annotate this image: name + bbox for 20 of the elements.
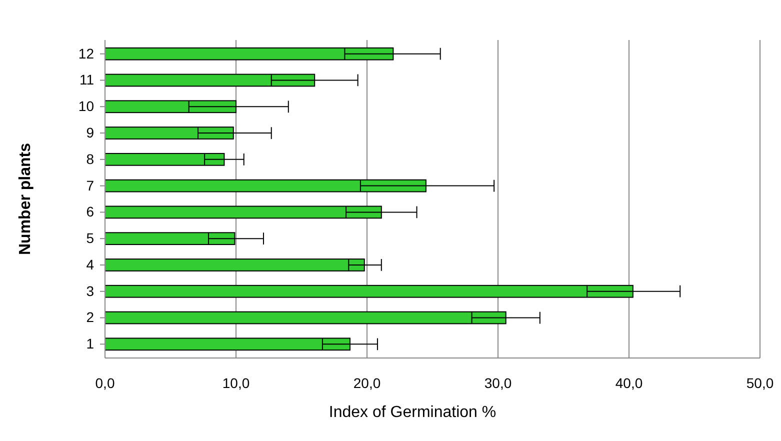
y-axis-title: Number plants	[17, 142, 34, 256]
y-tick-label: 7	[86, 177, 94, 194]
y-tick-label: 11	[79, 72, 94, 88]
x-tick-label: 50,0	[746, 374, 774, 391]
y-tick-label: 2	[86, 309, 94, 326]
x-tick-label: 20,0	[353, 374, 381, 391]
y-tick-label: 12	[78, 45, 94, 62]
x-tick-label: 10,0	[222, 374, 250, 391]
y-tick-label: 9	[86, 124, 94, 141]
y-tick-label: 10	[78, 98, 94, 114]
y-tick-label: 6	[86, 204, 94, 220]
x-tick-label: 30,0	[484, 374, 512, 391]
y-tick-label: 3	[86, 282, 94, 299]
x-axis-title: Index of Germination %	[328, 404, 496, 421]
y-tick-label: 1	[86, 336, 94, 352]
x-tick-label: 40,0	[615, 374, 643, 391]
y-tick-label: 4	[86, 256, 94, 272]
x-tick-label: 0,0	[95, 374, 115, 391]
y-tick-label: 8	[86, 150, 94, 167]
y-tick-label: 5	[86, 230, 94, 246]
